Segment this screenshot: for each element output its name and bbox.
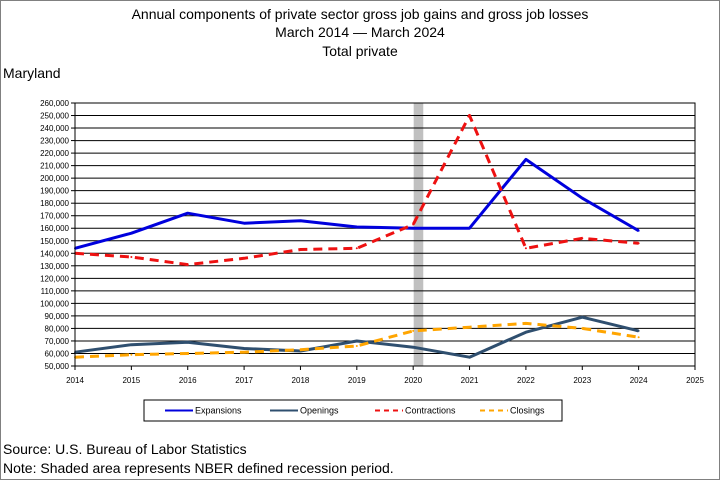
- x-tick-label: 2025: [686, 376, 704, 385]
- data-point-openings: [130, 343, 133, 346]
- data-point-contractions: [524, 247, 527, 250]
- data-point-closings: [524, 322, 527, 325]
- data-point-openings: [243, 347, 246, 350]
- plot-frame: [74, 102, 696, 367]
- data-point-openings: [186, 341, 189, 344]
- series-line-contractions: [74, 114, 639, 267]
- legend-label-openings: Openings: [300, 406, 339, 416]
- data-point-closings: [412, 329, 415, 332]
- data-point-openings: [524, 331, 527, 334]
- region-label: Maryland: [3, 65, 61, 81]
- data-point-contractions: [468, 114, 471, 117]
- data-point-expansions: [637, 229, 640, 232]
- data-point-closings: [186, 352, 189, 355]
- x-tick-label: 2015: [122, 376, 140, 385]
- data-point-contractions: [355, 247, 358, 250]
- y-tick-label: 150,000: [40, 237, 69, 246]
- series-line-closings: [74, 321, 639, 359]
- data-point-closings: [637, 336, 640, 339]
- y-tick-label: 160,000: [40, 224, 69, 233]
- data-point-expansions: [468, 227, 471, 230]
- y-tick-label: 80,000: [45, 324, 70, 333]
- chart-date-range: March 2014 — March 2024: [275, 24, 445, 40]
- y-tick-label: 130,000: [40, 262, 69, 271]
- chart-title: Annual components of private sector gros…: [131, 6, 589, 22]
- data-point-closings: [243, 351, 246, 354]
- data-point-expansions: [299, 219, 302, 222]
- x-tick-label: 2022: [517, 376, 535, 385]
- y-tick-label: 230,000: [40, 137, 69, 146]
- data-point-openings: [355, 339, 358, 342]
- y-tick-label: 120,000: [40, 274, 69, 283]
- data-point-closings: [355, 344, 358, 347]
- data-point-expansions: [186, 212, 189, 215]
- series-line-expansions: [74, 157, 640, 250]
- data-point-closings: [130, 353, 133, 356]
- data-point-openings: [637, 329, 640, 332]
- data-point-closings: [468, 326, 471, 329]
- x-tick-label: 2014: [66, 376, 84, 385]
- data-point-closings: [299, 348, 302, 351]
- data-point-contractions: [637, 242, 640, 245]
- series-line-openings: [74, 315, 639, 359]
- y-tick-label: 210,000: [40, 162, 69, 171]
- x-tick-label: 2018: [292, 376, 310, 385]
- x-tick-label: 2023: [573, 376, 591, 385]
- x-tick-label: 2019: [348, 376, 366, 385]
- y-tick-label: 240,000: [40, 124, 69, 133]
- data-point-contractions: [130, 256, 133, 259]
- data-point-expansions: [130, 232, 133, 235]
- y-tick-label: 110,000: [41, 287, 70, 296]
- legend-label-contractions: Contractions: [405, 406, 456, 416]
- y-tick-label: 70,000: [45, 337, 70, 346]
- chart-subtitle: Total private: [322, 43, 398, 59]
- legend-label-closings: Closings: [510, 406, 545, 416]
- x-tick-label: 2020: [404, 376, 422, 385]
- x-tick-label: 2017: [235, 376, 253, 385]
- recession-shading: [413, 103, 424, 366]
- x-tick-label: 2024: [630, 376, 648, 385]
- y-tick-label: 220,000: [40, 149, 69, 158]
- data-point-openings: [412, 346, 415, 349]
- data-point-openings: [581, 316, 584, 319]
- data-point-expansions: [524, 158, 527, 161]
- data-point-contractions: [243, 257, 246, 260]
- y-tick-label: 100,000: [40, 299, 69, 308]
- y-tick-label: 140,000: [40, 249, 69, 258]
- recession-note: Note: Shaded area represents NBER define…: [3, 460, 394, 476]
- legend-box: [143, 399, 563, 422]
- data-point-openings: [468, 356, 471, 359]
- data-point-contractions: [186, 263, 189, 266]
- y-tick-label: 180,000: [40, 199, 69, 208]
- data-point-expansions: [412, 227, 415, 230]
- data-point-expansions: [581, 197, 584, 200]
- source-note: Source: U.S. Bureau of Labor Statistics: [3, 441, 247, 457]
- x-tick-label: 2016: [179, 376, 197, 385]
- y-tick-label: 60,000: [45, 349, 70, 358]
- y-tick-label: 170,000: [40, 212, 69, 221]
- y-tick-label: 200,000: [40, 174, 69, 183]
- y-tick-label: 250,000: [40, 112, 69, 121]
- y-tick-label: 260,000: [40, 99, 69, 108]
- data-point-contractions: [412, 223, 415, 226]
- data-point-expansions: [243, 222, 246, 225]
- y-tick-label: 50,000: [45, 362, 70, 371]
- data-point-contractions: [581, 237, 584, 240]
- x-tick-label: 2021: [461, 376, 479, 385]
- y-tick-label: 90,000: [45, 312, 70, 321]
- data-point-expansions: [355, 225, 358, 228]
- data-point-contractions: [299, 248, 302, 251]
- data-point-closings: [581, 327, 584, 330]
- legend-label-expansions: Expansions: [195, 406, 242, 416]
- y-tick-label: 190,000: [40, 187, 69, 196]
